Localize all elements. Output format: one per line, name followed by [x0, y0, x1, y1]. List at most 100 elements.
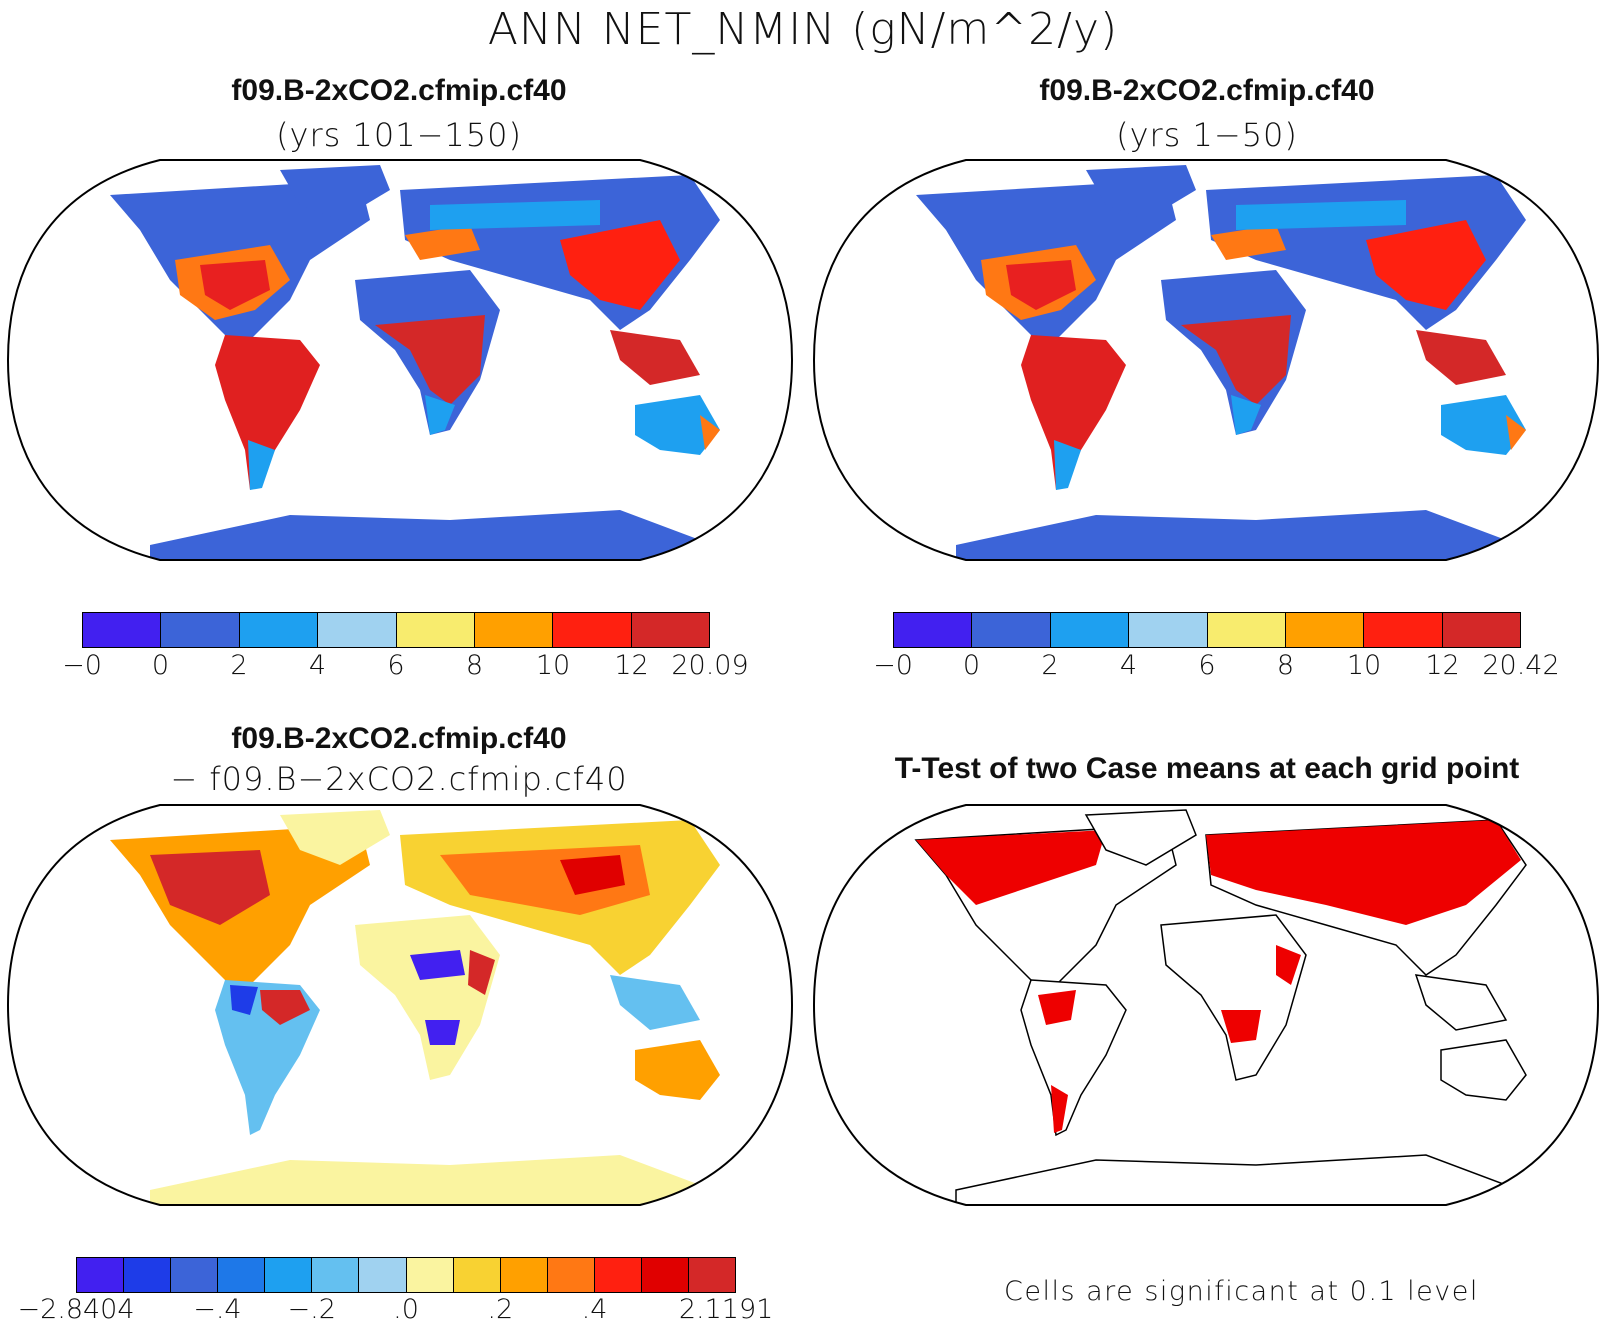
panel-3-map	[6, 804, 794, 1206]
continent-australia	[1440, 1039, 1527, 1101]
north-america-significant	[916, 830, 1106, 905]
colorbar-swatch	[265, 1258, 313, 1292]
panel-2-title: f09.B-2xCO2.cfmip.cf40	[1039, 74, 1375, 107]
colorbar-swatch	[1207, 613, 1286, 647]
australia-warm-edge	[700, 415, 720, 450]
eurasia-cool-band	[1236, 200, 1406, 230]
colorbar-swatch	[406, 1258, 454, 1292]
colorbar-swatch	[453, 1258, 501, 1292]
australia-warm-edge	[1506, 415, 1526, 450]
colorbar-tick-label: 2.1191	[678, 1294, 774, 1325]
colorbar-swatch	[553, 613, 632, 647]
colorbar-swatch	[500, 1258, 548, 1292]
colorbar-swatch	[77, 1258, 125, 1292]
africa-blue-south	[425, 1020, 460, 1045]
southeast-asia	[610, 975, 700, 1030]
southeast-asia	[610, 330, 700, 385]
south-america-tip-significant	[1051, 1085, 1068, 1133]
panel-2-colorbar	[893, 612, 1521, 648]
europe-warm-strip	[1211, 225, 1286, 260]
colorbar-swatch	[359, 1258, 407, 1292]
colorbar-tick-label: 2	[230, 650, 248, 681]
colorbar-swatch	[83, 613, 162, 647]
panel-1-colorbar-ticks: −0 0 2 4 6 8 10 12 20.09	[62, 650, 749, 684]
colorbar-swatch	[972, 613, 1051, 647]
south-america-cool-tip	[248, 440, 275, 490]
africa-south-cool	[1231, 395, 1261, 435]
panel-2-colorbar-ticks: −0 0 2 4 6 8 10 12 20.42	[873, 650, 1560, 684]
panel-3-colorbar	[76, 1257, 736, 1293]
greenland	[280, 810, 390, 865]
colorbar-swatch	[474, 613, 554, 647]
eurasia-hot-region	[560, 855, 625, 895]
greenland	[1086, 165, 1196, 220]
continent-australia	[635, 395, 720, 455]
colorbar-swatch	[239, 613, 319, 647]
continent-africa	[355, 915, 500, 1080]
north-america-hot-region	[200, 260, 270, 310]
antarctica	[150, 1155, 700, 1205]
colorbar-swatch	[161, 613, 240, 647]
africa-south-cool	[425, 395, 455, 435]
colorbar-swatch	[594, 1258, 642, 1292]
colorbar-swatch	[396, 613, 475, 647]
south-america-hot-region	[260, 990, 310, 1025]
panel-3-colorbar-ticks: −2.8404 −.4 −.2 .0 .2 .4 2.1191	[17, 1294, 773, 1326]
greenland	[280, 165, 390, 220]
significance-note: Cells are significant at 0.1 level	[1004, 1276, 1479, 1307]
colorbar-tick-label: 0	[151, 650, 170, 681]
colorbar-tick-label: −0	[62, 650, 102, 681]
colorbar-swatch	[1050, 613, 1130, 647]
figure-title: ANN NET_NMIN (gN/m^2/y)	[487, 4, 1119, 55]
eurasia-cool-band	[430, 200, 600, 230]
panel-4-map	[812, 804, 1600, 1206]
colorbar-tick-label: 6	[387, 650, 405, 681]
continent-south-america	[1021, 335, 1126, 490]
colorbar-swatch	[312, 1258, 360, 1292]
colorbar-tick-label: 0	[962, 650, 981, 681]
map-boundary	[6, 159, 794, 561]
colorbar-swatch	[171, 1258, 219, 1292]
panel-1-title: f09.B-2xCO2.cfmip.cf40	[231, 74, 567, 107]
panel-3-title: f09.B-2xCO2.cfmip.cf40	[231, 722, 567, 755]
panel-1-subtitle: (yrs 101−150)	[276, 116, 522, 154]
continent-south-america	[215, 980, 320, 1135]
europe-warm-strip	[405, 225, 480, 260]
colorbar-swatch	[689, 1258, 736, 1292]
panel-1-map	[6, 159, 794, 561]
colorbar-tick-label: 8	[465, 650, 484, 681]
southeast-asia	[1416, 330, 1506, 385]
colorbar-tick-label: 20.42	[1482, 650, 1560, 681]
antarctica	[956, 510, 1506, 560]
colorbar-tick-label: 10	[1346, 650, 1382, 681]
colorbar-tick-label: .4	[581, 1294, 608, 1325]
map-boundary	[6, 804, 794, 1206]
colorbar-tick-label: 6	[1198, 650, 1216, 681]
continent-australia	[635, 1040, 720, 1100]
colorbar-tick-label: 12	[1425, 650, 1460, 681]
colorbar-swatch	[1364, 613, 1443, 647]
continent-africa	[1160, 914, 1307, 1081]
colorbar-swatch	[318, 613, 397, 647]
panel-2-subtitle: (yrs 1−50)	[1116, 116, 1298, 154]
colorbar-tick-label: −.2	[287, 1294, 336, 1325]
north-america-hot-region	[150, 850, 270, 925]
south-america-cool-tip	[1054, 440, 1081, 490]
colorbar-tick-label: 4	[308, 650, 327, 681]
colorbar-swatch	[641, 1258, 690, 1292]
map-boundary	[812, 804, 1600, 1206]
colorbar-tick-label: −.4	[193, 1294, 242, 1325]
colorbar-swatch	[1442, 613, 1520, 647]
asia-warm-region	[1366, 220, 1486, 310]
greenland	[1084, 809, 1197, 866]
panel-1-colorbar	[82, 612, 710, 648]
colorbar-swatch	[631, 613, 709, 647]
continent-australia	[1441, 395, 1526, 455]
africa-blue-region	[410, 950, 465, 980]
north-america-hot-region	[1006, 260, 1076, 310]
continent-south-america	[215, 335, 320, 490]
colorbar-swatch	[124, 1258, 172, 1292]
antarctica	[150, 510, 700, 560]
colorbar-tick-label: 2	[1041, 650, 1059, 681]
colorbar-tick-label: 8	[1276, 650, 1295, 681]
